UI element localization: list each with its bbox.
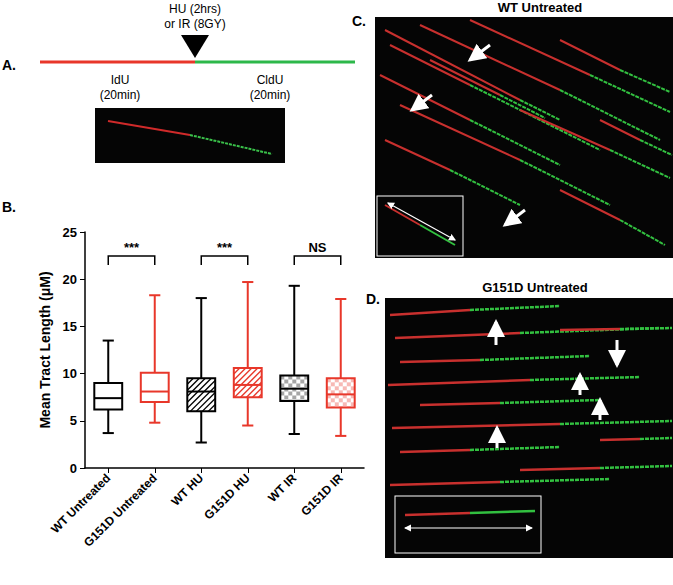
svg-text:G151D HU: G151D HU	[201, 471, 252, 522]
svg-text:IdU: IdU	[111, 73, 130, 87]
svg-text:5: 5	[70, 413, 77, 428]
svg-text:(20min): (20min)	[100, 88, 141, 102]
svg-text:G151D Untreated: G151D Untreated	[81, 471, 160, 550]
svg-text:WT Untreated: WT Untreated	[48, 471, 114, 536]
svg-text:or IR (8GY): or IR (8GY)	[164, 17, 225, 31]
svg-text:***: ***	[217, 240, 233, 255]
svg-text:***: ***	[124, 240, 140, 255]
svg-text:D.: D.	[366, 291, 380, 307]
svg-text:10: 10	[63, 366, 77, 381]
svg-text:(20min): (20min)	[250, 88, 291, 102]
svg-text:CldU: CldU	[257, 73, 284, 87]
svg-text:WT HU: WT HU	[169, 471, 207, 509]
svg-text:15: 15	[63, 319, 77, 334]
svg-text:B.: B.	[2, 199, 16, 215]
svg-text:G151D Untreated: G151D Untreated	[482, 280, 588, 295]
svg-text:0: 0	[70, 461, 77, 476]
svg-text:Mean Tract Length (μM): Mean Tract Length (μM)	[37, 271, 53, 428]
svg-text:NS: NS	[308, 240, 326, 255]
svg-text:HU (2hrs): HU (2hrs)	[169, 2, 221, 16]
svg-text:G151D IR: G151D IR	[298, 471, 346, 519]
svg-text:C.: C.	[352, 13, 366, 29]
svg-text:20: 20	[63, 272, 77, 287]
svg-text:WT IR: WT IR	[265, 471, 299, 505]
svg-text:WT Untreated: WT Untreated	[498, 0, 583, 15]
svg-text:25: 25	[63, 225, 77, 240]
svg-text:A.: A.	[2, 57, 16, 73]
